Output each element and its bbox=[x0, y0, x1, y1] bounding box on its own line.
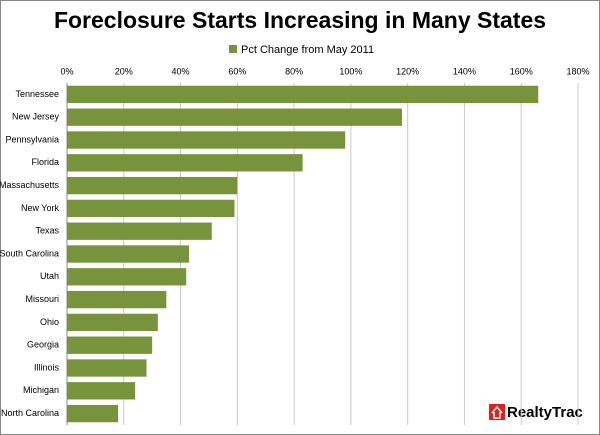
x-tick-label: 120% bbox=[396, 66, 419, 76]
bar bbox=[67, 131, 346, 149]
x-tick-label: 180% bbox=[566, 66, 589, 76]
y-tick-label: Pennsylvania bbox=[5, 134, 59, 144]
x-tick-label: 80% bbox=[285, 66, 303, 76]
y-tick-label: New York bbox=[21, 203, 60, 213]
bar bbox=[67, 222, 212, 240]
bar bbox=[67, 359, 147, 377]
legend-swatch bbox=[229, 45, 237, 53]
y-tick-label: New Jersey bbox=[12, 112, 60, 122]
y-tick-label: Missouri bbox=[25, 294, 59, 304]
bar bbox=[67, 290, 167, 309]
y-tick-label: North Carolina bbox=[1, 408, 59, 418]
x-tick-label: 100% bbox=[339, 66, 362, 76]
bar bbox=[67, 268, 187, 286]
y-tick-label: Ohio bbox=[40, 317, 59, 327]
bar bbox=[67, 154, 303, 172]
y-tick-label: Georgia bbox=[27, 340, 59, 350]
x-tick-label: 0% bbox=[60, 66, 73, 76]
y-tick-label: Utah bbox=[40, 271, 59, 281]
legend-label: Pct Change from May 2011 bbox=[241, 44, 374, 56]
y-tick-label: Florida bbox=[31, 157, 59, 167]
logo-icon bbox=[489, 404, 505, 420]
y-tick-label: Texas bbox=[35, 226, 59, 236]
bar bbox=[67, 382, 136, 400]
logo-text: RealtyTrac bbox=[507, 404, 583, 421]
chart-title: Foreclosure Starts Increasing in Many St… bbox=[54, 7, 546, 33]
x-tick-label: 40% bbox=[172, 66, 190, 76]
y-tick-label: Massachusetts bbox=[0, 180, 59, 190]
y-tick-label: Illinois bbox=[34, 362, 60, 372]
x-tick-label: 160% bbox=[510, 66, 533, 76]
logo: RealtyTrac bbox=[489, 404, 583, 421]
bar bbox=[67, 313, 158, 332]
bar bbox=[67, 176, 238, 195]
bar bbox=[67, 404, 119, 423]
bar bbox=[67, 108, 402, 126]
logo-house bbox=[491, 405, 503, 419]
bar bbox=[67, 199, 235, 218]
x-tick-label: 20% bbox=[115, 66, 133, 76]
y-tick-label: Tennessee bbox=[15, 89, 59, 99]
bar bbox=[67, 336, 153, 354]
y-tick-label: South Carolina bbox=[0, 248, 59, 258]
bar bbox=[67, 85, 539, 104]
x-tick-label: 140% bbox=[453, 66, 476, 76]
bar bbox=[67, 245, 190, 263]
y-tick-label: Michigan bbox=[23, 385, 59, 395]
x-tick-label: 60% bbox=[228, 66, 246, 76]
